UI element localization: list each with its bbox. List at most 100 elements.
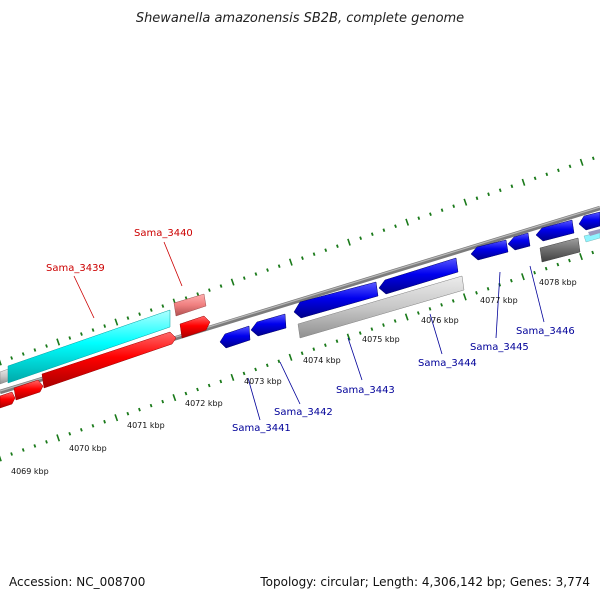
minor-tick xyxy=(10,452,13,456)
minor-tick xyxy=(370,232,374,236)
minor-tick xyxy=(266,268,269,272)
minor-tick xyxy=(254,367,258,372)
kbp-label: 4074 kbp xyxy=(303,356,341,365)
minor-tick xyxy=(184,391,188,396)
feature-blue-edge[interactable] xyxy=(578,211,600,231)
major-tick xyxy=(521,273,525,281)
kbp-label: 4069 kbp xyxy=(11,467,49,476)
feature-sama-3440[interactable] xyxy=(173,293,207,317)
feature-sama-3444[interactable] xyxy=(378,257,459,295)
minor-tick xyxy=(557,168,560,173)
feature-cds-red-edge[interactable] xyxy=(0,391,16,409)
minor-tick xyxy=(486,287,490,291)
minor-tick xyxy=(33,444,37,448)
feature-sama-3443[interactable] xyxy=(293,281,379,319)
feature-sama-3442[interactable] xyxy=(250,313,287,337)
major-tick xyxy=(288,258,293,266)
minor-tick xyxy=(533,176,537,181)
minor-tick xyxy=(440,208,444,212)
minor-tick xyxy=(428,307,432,311)
gene-label[interactable]: Sama_3440 xyxy=(134,228,193,239)
major-tick xyxy=(0,455,2,462)
major-tick xyxy=(346,333,351,341)
gene-label[interactable]: Sama_3441 xyxy=(232,423,291,434)
major-tick xyxy=(114,318,119,326)
feature-sama-3445-a[interactable] xyxy=(470,239,509,261)
kbp-label: 4075 kbp xyxy=(362,335,400,344)
minor-tick xyxy=(149,308,153,312)
feature-pseudo-dark[interactable] xyxy=(539,237,581,263)
minor-tick xyxy=(394,224,397,229)
minor-tick xyxy=(475,196,479,201)
upper-tick-track xyxy=(0,156,595,366)
kbp-label: 4077 kbp xyxy=(480,296,518,305)
minor-tick xyxy=(138,312,141,316)
minor-tick xyxy=(533,270,536,275)
feature-sama-3446[interactable] xyxy=(535,219,575,242)
minor-tick xyxy=(277,264,281,268)
minor-tick xyxy=(393,319,397,323)
major-tick xyxy=(0,359,2,366)
major-tick xyxy=(462,293,467,301)
minor-tick xyxy=(312,347,316,351)
minor-tick xyxy=(475,291,478,295)
minor-tick xyxy=(312,252,316,256)
gene-label[interactable]: Sama_3443 xyxy=(336,385,395,396)
major-tick xyxy=(405,218,410,226)
major-tick xyxy=(230,373,235,381)
minor-tick xyxy=(68,431,72,436)
feature-cds-red-long[interactable] xyxy=(41,331,177,389)
minor-tick xyxy=(219,379,223,384)
feature-rna[interactable] xyxy=(7,309,171,384)
minor-tick xyxy=(208,288,211,292)
minor-tick xyxy=(591,156,595,161)
major-tick xyxy=(230,278,235,286)
lower-tick-track xyxy=(0,250,595,462)
minor-tick xyxy=(207,383,211,388)
minor-tick xyxy=(149,403,153,408)
major-tick xyxy=(579,253,583,261)
gene-label-leaders xyxy=(73,241,545,421)
minor-tick xyxy=(254,272,258,276)
gene-label[interactable]: Sama_3439 xyxy=(46,263,105,274)
minor-tick xyxy=(301,256,304,261)
major-tick xyxy=(56,338,61,346)
minor-tick xyxy=(103,419,106,424)
forward-strand-features xyxy=(0,293,211,409)
minor-tick xyxy=(335,339,339,343)
gene-label[interactable]: Sama_3444 xyxy=(418,358,477,369)
gene-label[interactable]: Sama_3445 xyxy=(470,342,529,353)
major-tick xyxy=(56,434,61,442)
feature-sama-3445-b[interactable] xyxy=(507,232,531,251)
minor-tick xyxy=(219,284,223,288)
minor-tick xyxy=(242,371,246,376)
feature-sama-3441[interactable] xyxy=(219,325,251,349)
minor-tick xyxy=(126,411,130,416)
kbp-label: 4071 kbp xyxy=(127,421,165,430)
minor-tick xyxy=(591,250,595,255)
feature-edge-grey xyxy=(588,229,600,236)
minor-tick xyxy=(382,228,386,232)
minor-tick xyxy=(33,348,37,352)
map-title: Shewanella amazonensis SB2B, complete ge… xyxy=(136,11,464,26)
major-tick xyxy=(347,238,351,246)
gene-label[interactable]: Sama_3442 xyxy=(274,407,333,418)
gene-label[interactable]: Sama_3446 xyxy=(516,326,575,337)
genome-summary-text: Topology: circular; Length: 4,306,142 bp… xyxy=(259,575,590,589)
minor-tick xyxy=(196,292,200,296)
minor-tick xyxy=(429,212,432,217)
minor-tick xyxy=(324,248,328,253)
minor-tick xyxy=(568,164,572,169)
minor-tick xyxy=(126,316,130,320)
minor-tick xyxy=(487,192,490,197)
kbp-label: 4073 kbp xyxy=(244,377,282,386)
reverse-strand-features xyxy=(219,211,600,349)
minor-tick xyxy=(359,236,363,241)
major-tick xyxy=(521,178,526,186)
minor-tick xyxy=(440,303,443,307)
feature-cds-red-small[interactable] xyxy=(179,315,211,339)
kbp-labels: 4069 kbp 4070 kbp 4071 kbp 4072 kbp 4073… xyxy=(11,278,577,476)
minor-tick xyxy=(451,299,455,303)
feature-pseudo-long[interactable] xyxy=(297,275,465,339)
feature-cds-red-mid[interactable] xyxy=(13,379,44,401)
